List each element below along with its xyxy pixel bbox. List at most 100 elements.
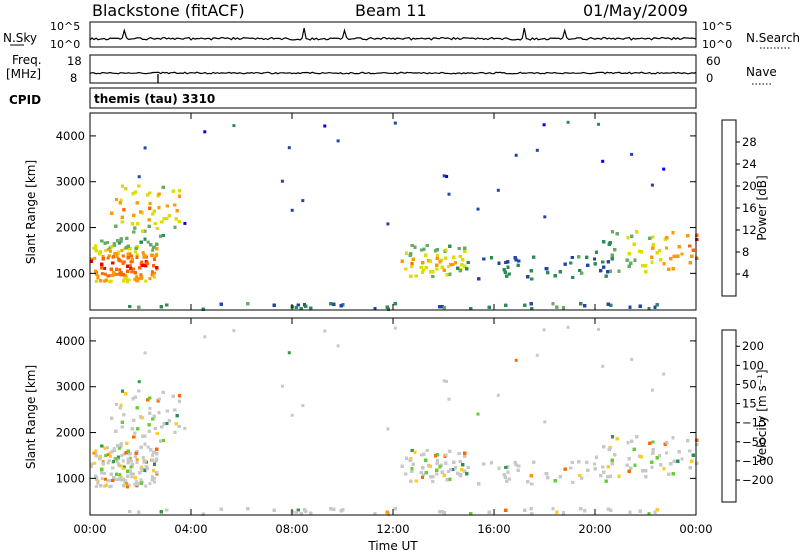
power-cell	[151, 271, 154, 274]
power-cell	[523, 304, 526, 307]
power-cell	[153, 258, 156, 261]
power-cell	[151, 254, 154, 257]
power-cell	[629, 306, 632, 309]
power-cell	[595, 251, 598, 254]
power-cell	[155, 266, 158, 269]
power-cell	[435, 268, 438, 271]
power-cell	[443, 174, 446, 177]
power-cell	[555, 306, 558, 309]
power-cell	[132, 214, 135, 217]
velocity-cell	[139, 415, 142, 418]
velocity-cell	[127, 458, 130, 461]
power-cell	[291, 209, 294, 212]
power-cell	[517, 260, 520, 263]
power-cell	[120, 237, 123, 240]
power-cell	[301, 199, 304, 202]
power-cell	[651, 184, 654, 187]
velocity-cell	[94, 475, 97, 478]
power-cell	[158, 206, 161, 209]
power-cell	[508, 273, 511, 276]
power-cell	[448, 193, 451, 196]
power-scatter-cells	[90, 121, 698, 311]
velocity-cell	[429, 465, 432, 468]
power-cell	[151, 274, 154, 277]
velocity-cell	[132, 419, 135, 422]
power-cell	[127, 256, 130, 259]
power-cell	[144, 146, 147, 149]
velocity-cell	[151, 459, 154, 462]
power-cell	[111, 274, 114, 277]
velocity-cell	[104, 478, 107, 481]
velocity-cell	[155, 452, 158, 455]
power-cell	[110, 280, 113, 283]
velocity-cell	[435, 469, 438, 472]
power-cell	[459, 255, 462, 258]
power-cell	[618, 270, 621, 273]
power-cell	[148, 225, 151, 228]
power-cell	[667, 268, 670, 271]
power-cell	[515, 259, 518, 262]
velocity-cell	[99, 484, 102, 487]
velocity-cell	[602, 471, 605, 474]
velocity-cell	[420, 471, 423, 474]
power-cell	[456, 267, 459, 270]
velocity-cell	[158, 411, 161, 414]
power-cell	[136, 222, 139, 225]
power-cell	[125, 237, 128, 240]
power-cell	[611, 254, 614, 257]
power-cell	[137, 306, 140, 309]
freq-panel: Freq. [MHz] 18 8 60 0 Nave	[6, 53, 777, 85]
power-cell	[129, 267, 132, 270]
power-cell	[394, 122, 397, 125]
velocity-cell	[122, 413, 125, 416]
power-cell	[690, 255, 693, 258]
power-cell	[652, 236, 655, 239]
velocity-cell	[459, 460, 462, 463]
power-cell	[104, 273, 107, 276]
noise-tick-top-right: 10^5	[702, 20, 732, 33]
power-cell	[304, 305, 307, 308]
power-cell	[100, 266, 103, 269]
velocity-cell	[144, 460, 147, 463]
power-colorbar-frame	[722, 120, 736, 296]
colorbar-tick-label: 24	[742, 157, 757, 171]
power-cell	[109, 250, 112, 253]
power-cell	[140, 277, 143, 280]
power-cell	[138, 175, 141, 178]
velocity-cell	[126, 485, 129, 488]
power-cell	[246, 302, 249, 305]
colorbar-tick-label: 16	[742, 201, 757, 215]
power-cell	[178, 195, 181, 198]
power-cell	[640, 250, 643, 253]
power-cell	[162, 186, 165, 189]
power-cell	[139, 273, 142, 276]
power-cell	[578, 269, 581, 272]
date-title: 01/May/2009	[583, 1, 688, 20]
velocity-cell	[173, 409, 176, 412]
power-cell	[676, 255, 679, 258]
power-cell	[583, 304, 586, 307]
power-cell	[673, 255, 676, 258]
power-cell	[421, 271, 424, 274]
velocity-cell	[155, 448, 158, 451]
power-cell	[166, 205, 169, 208]
velocity-cell	[100, 471, 103, 474]
power-cell	[543, 215, 546, 218]
power-cell	[686, 234, 689, 237]
power-cell	[554, 274, 557, 277]
power-cell	[628, 252, 631, 255]
velocity-cell	[454, 466, 457, 469]
velocity-cell	[125, 442, 128, 445]
velocity-cell	[594, 467, 597, 470]
velocity-cell	[178, 394, 181, 397]
power-cell	[609, 270, 612, 273]
power-cell	[571, 276, 574, 279]
power-cell	[409, 275, 412, 278]
power-cell	[459, 269, 462, 272]
velocity-cell	[101, 477, 104, 480]
power-cell	[633, 243, 636, 246]
noise-tick-top-left: 10^5	[50, 20, 80, 33]
power-cell	[605, 275, 608, 278]
velocity-cell	[119, 465, 122, 468]
power-cell	[137, 277, 140, 280]
